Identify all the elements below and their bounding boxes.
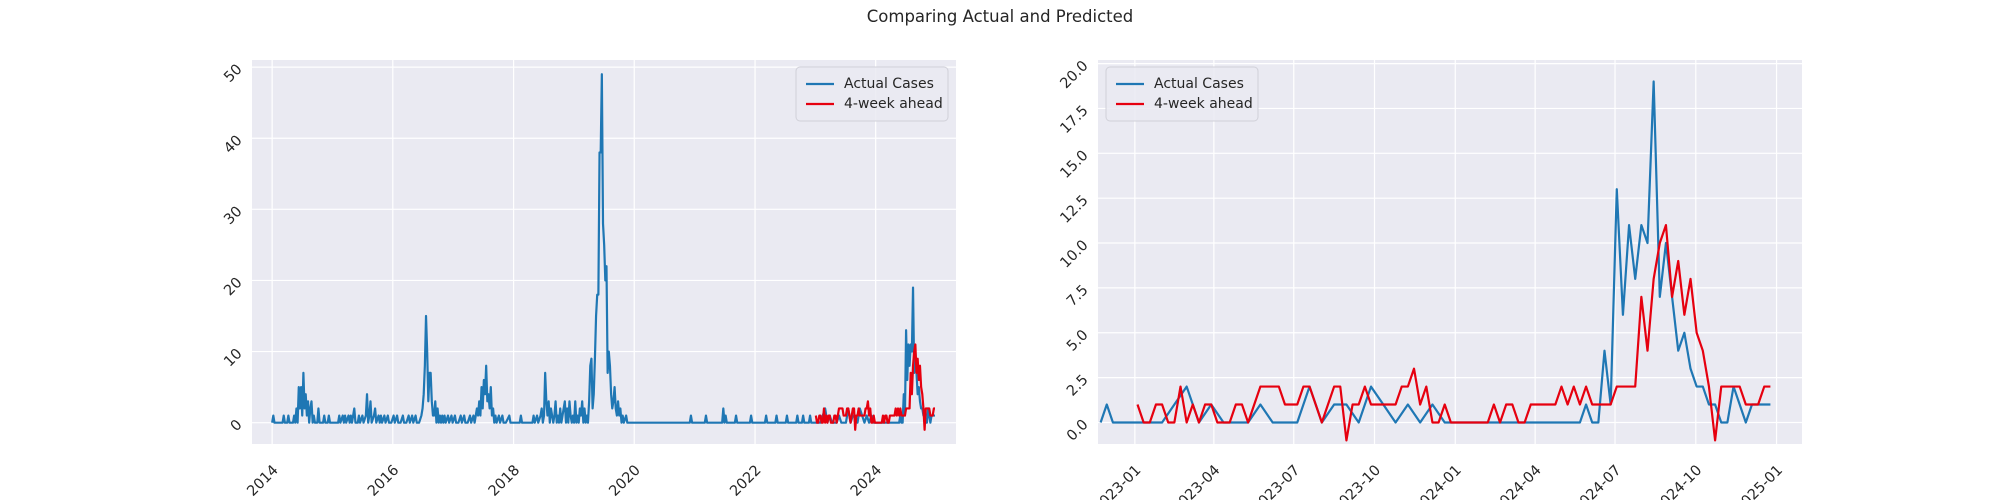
y-tick-label: 15.0 bbox=[1058, 148, 1092, 182]
x-tick-label: 2023-04 bbox=[1169, 462, 1223, 500]
legend-box bbox=[795, 66, 949, 122]
legend: Actual Cases 4-week ahead bbox=[1105, 66, 1259, 122]
legend-box bbox=[1105, 66, 1259, 122]
chart-panel-1: 2014 2016 2018 2020 2022 2024 0 10 20 30 40 50 Actua… bbox=[221, 60, 956, 500]
x-tick-label: 2024-04 bbox=[1491, 462, 1545, 500]
x-tick-label: 2023-01 bbox=[1090, 462, 1144, 500]
chart-panel-2: 2023-01 2023-04 2023-07 2023-10 2024-01 2024-… bbox=[1058, 58, 1802, 504]
y-tick-label: 17.5 bbox=[1058, 103, 1092, 137]
x-tick-label: 2014 bbox=[244, 462, 281, 499]
x-tick-label: 2020 bbox=[606, 462, 643, 499]
x-tick-label: 2024 bbox=[848, 462, 885, 499]
series-line-4-week-ahead bbox=[1136, 223, 1771, 442]
y-tick-label: 2.5 bbox=[1064, 372, 1092, 400]
x-tick-label: 2024-01 bbox=[1411, 462, 1465, 500]
y-tick-label: 50 bbox=[221, 61, 245, 85]
y-tick-label: 7.5 bbox=[1064, 282, 1092, 310]
legend-label: Actual Cases bbox=[1154, 76, 1244, 92]
y-tick-label: 0 bbox=[228, 417, 246, 435]
x-tick-label: 2016 bbox=[365, 462, 402, 499]
series-line-actual-cases bbox=[1099, 80, 1771, 424]
legend-label: Actual Cases bbox=[844, 76, 934, 92]
series-line-4-week-ahead bbox=[814, 343, 936, 431]
y-tick-label: 0.0 bbox=[1064, 417, 1092, 445]
y-tick-label: 10.0 bbox=[1058, 237, 1092, 271]
x-tick-label: 2018 bbox=[486, 462, 523, 499]
y-tick-label: 20.0 bbox=[1058, 58, 1092, 92]
x-tick-label: 2024-07 bbox=[1570, 462, 1624, 500]
x-tick-label: 2023-10 bbox=[1330, 462, 1384, 500]
y-tick-label: 10 bbox=[221, 346, 245, 370]
x-tick-label: 2023-07 bbox=[1249, 462, 1303, 500]
legend: Actual Cases 4-week ahead bbox=[795, 66, 949, 122]
x-tick-label: 2022 bbox=[727, 462, 764, 499]
figure-title: Comparing Actual and Predicted bbox=[866, 7, 1134, 26]
y-tick-label: 30 bbox=[221, 204, 245, 228]
y-tick-label: 12.5 bbox=[1058, 193, 1092, 227]
y-tick-label: 40 bbox=[221, 133, 245, 157]
plot-area bbox=[1098, 60, 1802, 444]
legend-label: 4-week ahead bbox=[1154, 96, 1253, 112]
y-tick-label: 5.0 bbox=[1064, 327, 1092, 355]
x-tick-label: 2024-10 bbox=[1651, 462, 1705, 500]
legend-label: 4-week ahead bbox=[844, 96, 943, 112]
x-tick-label: 2025-01 bbox=[1732, 462, 1786, 500]
y-tick-label: 20 bbox=[221, 275, 245, 299]
